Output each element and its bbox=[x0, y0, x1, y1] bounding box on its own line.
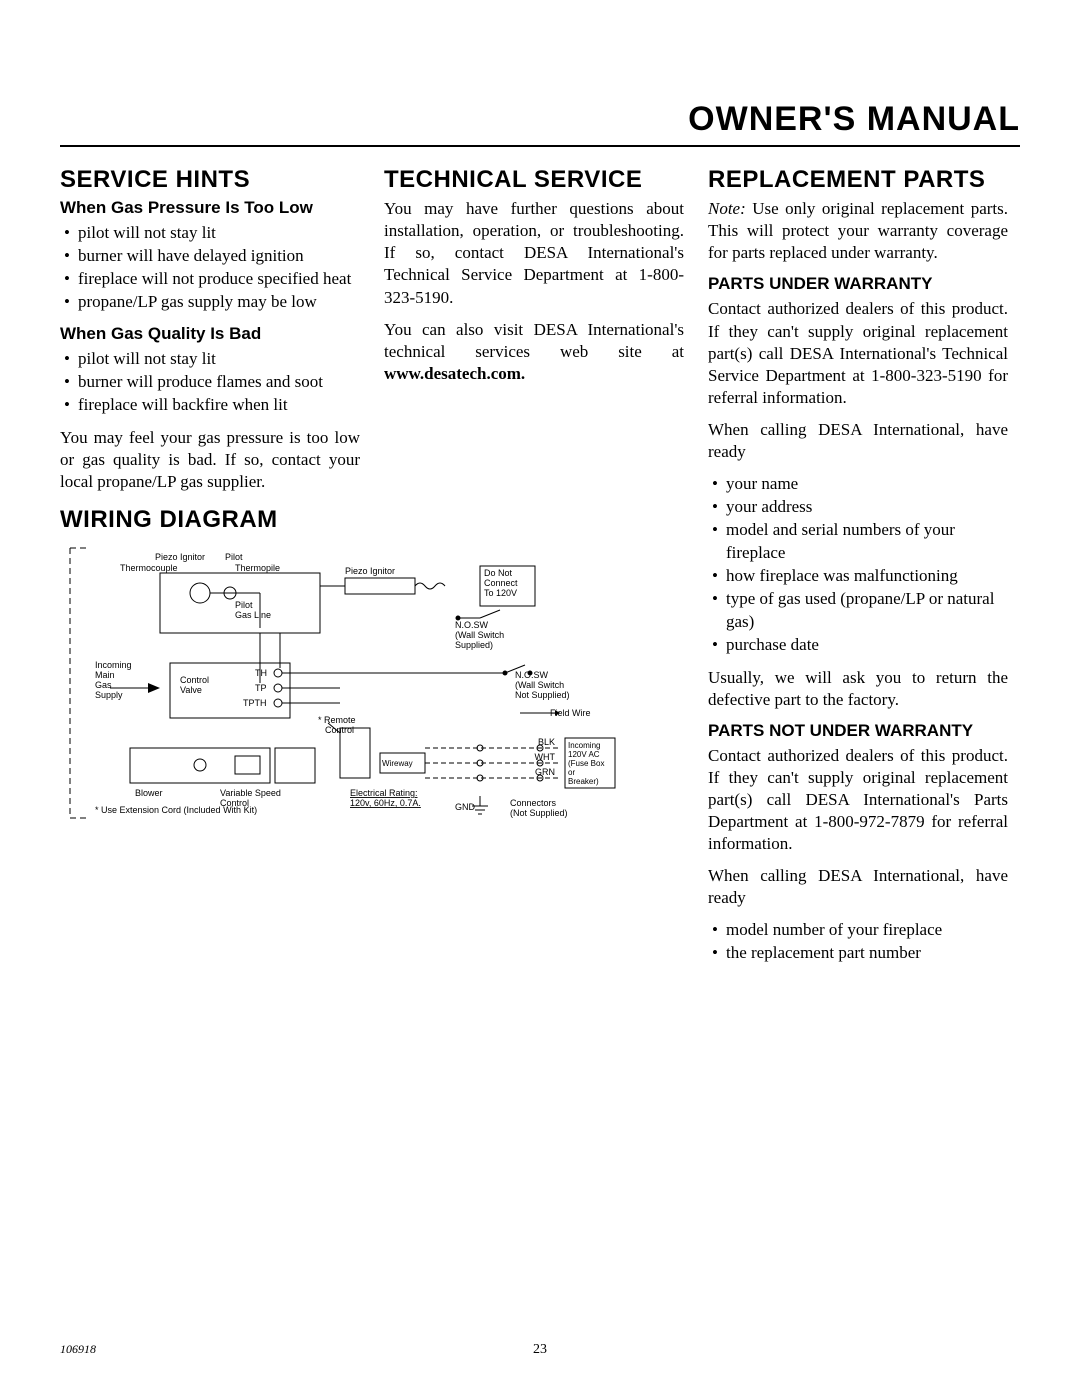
gas-pressure-low-list: pilot will not stay lit burner will have… bbox=[60, 222, 360, 314]
puw-para2: When calling DESA International, have re… bbox=[708, 419, 1008, 463]
list-item: pilot will not stay lit bbox=[64, 348, 360, 371]
pnuw-para1: Contact authorized dealers of this produ… bbox=[708, 745, 1008, 855]
lbl-footnote: * Use Extension Cord (Included With Kit) bbox=[95, 805, 257, 815]
pnuw-list: model number of your fireplace the repla… bbox=[708, 919, 1008, 965]
list-item: type of gas used (propane/LP or natural … bbox=[712, 588, 1008, 634]
lbl-thermopile: Thermopile bbox=[235, 563, 280, 573]
lbl-grn: GRN bbox=[535, 767, 555, 777]
puw-list: your name your address model and serial … bbox=[708, 473, 1008, 657]
lbl-field-wire: Field Wire bbox=[550, 708, 591, 718]
lbl-do-not-connect: Do NotConnectTo 120V bbox=[484, 568, 518, 598]
wiring-diagram: Piezo Ignitor Pilot Thermocouple Thermop… bbox=[60, 538, 620, 838]
replacement-parts-title: REPLACEMENT PARTS bbox=[708, 167, 1008, 192]
replacement-note: Note: Use only original replacement part… bbox=[708, 198, 1008, 264]
list-item: burner will have delayed ignition bbox=[64, 245, 360, 268]
lbl-nosw-not-supplied: N.O.SW(Wall SwitchNot Supplied) bbox=[515, 670, 570, 700]
list-item: propane/LP gas supply may be low bbox=[64, 291, 360, 314]
list-item: purchase date bbox=[712, 634, 1008, 657]
tech-service-para2a: You can also visit DESA International's … bbox=[384, 320, 684, 361]
lbl-control-valve: ControlValve bbox=[180, 675, 209, 695]
lbl-incoming-gas: IncomingMainGasSupply bbox=[95, 660, 132, 700]
lbl-piezo-ignitor-1: Piezo Ignitor bbox=[155, 552, 205, 562]
doc-id: 106918 bbox=[60, 1342, 96, 1357]
list-item: your address bbox=[712, 496, 1008, 519]
tech-service-para1: You may have further questions about ins… bbox=[384, 198, 684, 308]
lbl-blower: Blower bbox=[135, 788, 163, 798]
list-item: model and serial numbers of your firepla… bbox=[712, 519, 1008, 565]
lbl-blk: BLK bbox=[538, 737, 555, 747]
note-label: Note: bbox=[708, 199, 746, 218]
gas-quality-bad-list: pilot will not stay lit burner will prod… bbox=[60, 348, 360, 417]
list-item: the replacement part number bbox=[712, 942, 1008, 965]
list-item: pilot will not stay lit bbox=[64, 222, 360, 245]
parts-under-warranty-title: PARTS UNDER WARRANTY bbox=[708, 274, 1008, 294]
technical-service-title: TECHNICAL SERVICE bbox=[384, 167, 684, 192]
list-item: model number of your fireplace bbox=[712, 919, 1008, 942]
gas-pressure-low-title: When Gas Pressure Is Too Low bbox=[60, 198, 360, 218]
lbl-piezo-ignitor-2: Piezo Ignitor bbox=[345, 566, 395, 576]
list-item: fireplace will not produce specified hea… bbox=[64, 268, 360, 291]
lbl-pilot: Pilot bbox=[225, 552, 243, 562]
service-hints-para: You may feel your gas pressure is too lo… bbox=[60, 427, 360, 493]
page-number: 23 bbox=[533, 1342, 547, 1358]
list-item: burner will produce flames and soot bbox=[64, 371, 360, 394]
lbl-electrical-rating: Electrical Rating:120v, 60Hz, 0.7A. bbox=[350, 788, 421, 808]
lbl-connectors: Connectors(Not Supplied) bbox=[510, 798, 568, 818]
wiring-diagram-title: WIRING DIAGRAM bbox=[60, 507, 360, 532]
lbl-tp: TP bbox=[255, 683, 267, 693]
lbl-wht: WHT bbox=[535, 752, 556, 762]
tech-service-para2: You can also visit DESA International's … bbox=[384, 319, 684, 385]
page-header: OWNER'S MANUAL bbox=[60, 100, 1020, 147]
lbl-pilot-gas-line: PilotGas Line bbox=[235, 600, 271, 620]
gas-quality-bad-title: When Gas Quality Is Bad bbox=[60, 324, 360, 344]
lbl-tpth: TPTH bbox=[243, 698, 267, 708]
lbl-nosw-supplied: N.O.SW(Wall SwitchSupplied) bbox=[455, 620, 504, 650]
list-item: fireplace will backfire when lit bbox=[64, 394, 360, 417]
puw-para3: Usually, we will ask you to return the d… bbox=[708, 667, 1008, 711]
page-footer: 106918 23 bbox=[60, 1342, 1020, 1357]
lbl-th: TH bbox=[255, 668, 267, 678]
list-item: how fireplace was malfunctioning bbox=[712, 565, 1008, 588]
lbl-wireway: Wireway bbox=[382, 759, 413, 768]
lbl-remote-control: * RemoteControl bbox=[318, 715, 356, 735]
pnuw-para2: When calling DESA International, have re… bbox=[708, 865, 1008, 909]
note-text: Use only original replacement parts. Thi… bbox=[708, 199, 1008, 262]
lbl-incoming-120v: Incoming120V AC(Fuse BoxorBreaker) bbox=[568, 741, 604, 786]
wiring-diagram-svg: Piezo Ignitor Pilot Thermocouple Thermop… bbox=[60, 538, 620, 838]
column-3: REPLACEMENT PARTS Note: Use only origina… bbox=[708, 167, 1008, 975]
list-item: your name bbox=[712, 473, 1008, 496]
service-hints-title: SERVICE HINTS bbox=[60, 167, 360, 192]
lbl-gnd: GND bbox=[455, 802, 476, 812]
tech-service-url: www.desatech.com. bbox=[384, 364, 525, 383]
puw-para1: Contact authorized dealers of this produ… bbox=[708, 298, 1008, 408]
parts-not-under-warranty-title: PARTS NOT UNDER WARRANTY bbox=[708, 721, 1008, 741]
lbl-thermocouple: Thermocouple bbox=[120, 563, 178, 573]
